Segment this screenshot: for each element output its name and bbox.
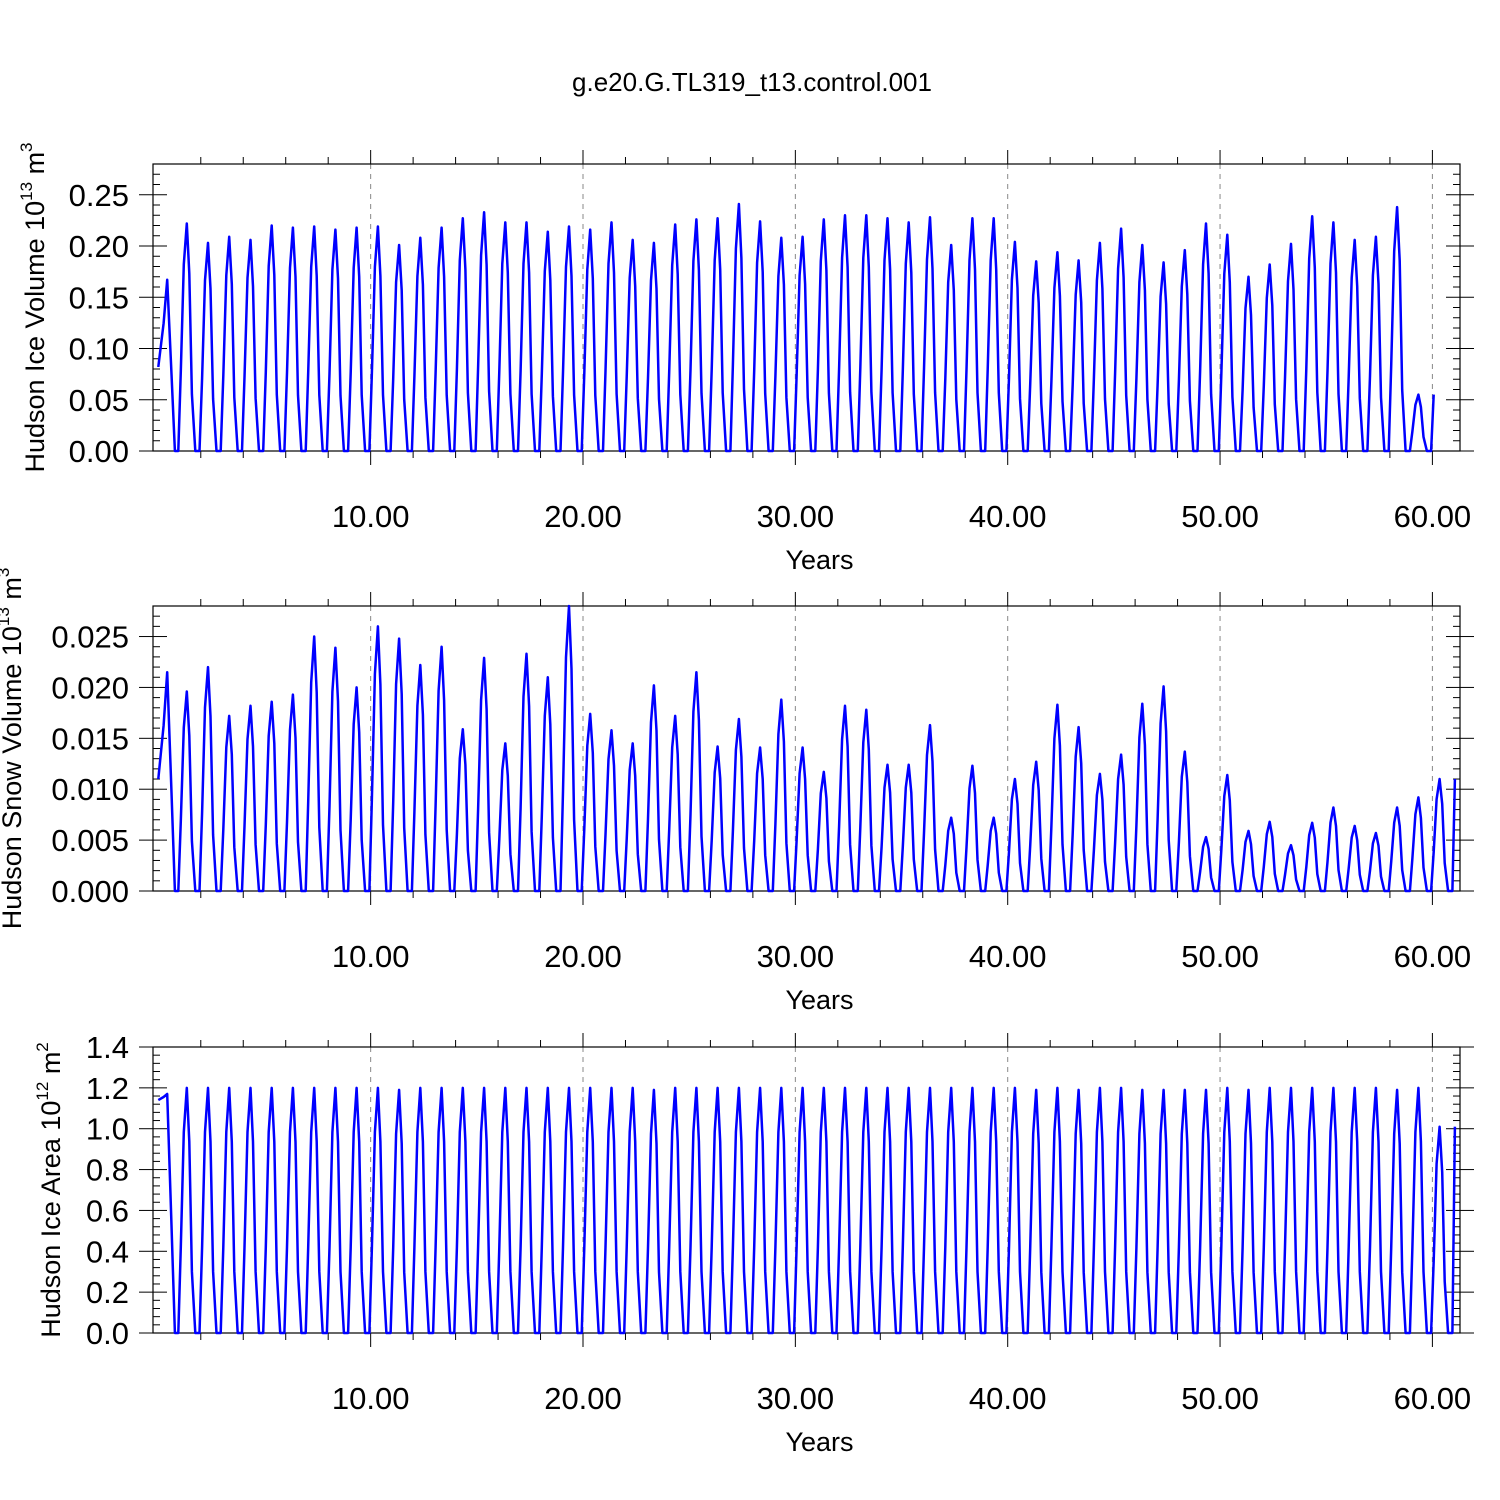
x-tick-label: 50.00 [1181, 939, 1259, 974]
x-tick-label: 40.00 [969, 499, 1047, 534]
y-tick-label: 0.010 [51, 772, 129, 807]
y-tick-label: 0.00 [69, 434, 129, 469]
x-axis-title: Years [785, 985, 853, 1015]
series-line [157, 1086, 1457, 1335]
x-tick-label: 50.00 [1181, 499, 1259, 534]
x-tick-label: 30.00 [757, 939, 835, 974]
plot-frame [152, 1046, 1461, 1334]
x-tick-label: 20.00 [544, 499, 622, 534]
x-tick-label: 30.00 [757, 499, 835, 534]
y-tick-label: 0.20 [69, 229, 129, 264]
panels-group: 0.00 0.05 0.10 0.15 0.20 0.25 10.00 20.00 30.00 4… [0, 142, 1474, 1457]
y-axis-title: Hudson Ice Area 1012 m2 [33, 1042, 66, 1338]
x-tick-label: 60.00 [1394, 1381, 1472, 1416]
y-tick-label: 0.25 [69, 178, 129, 213]
x-tick-label: 30.00 [757, 1381, 835, 1416]
y-tick-label: 0.015 [51, 721, 129, 756]
y-tick-label: 0.005 [51, 823, 129, 858]
y-tick-label: 0.020 [51, 670, 129, 705]
x-tick-label: 60.00 [1394, 499, 1472, 534]
x-tick-label: 60.00 [1394, 939, 1472, 974]
y-tick-label: 0.6 [86, 1193, 129, 1228]
x-axis-title: Years [785, 545, 853, 575]
chart-title: g.e20.G.TL319_t13.control.001 [572, 67, 932, 97]
y-tick-label: 0.4 [86, 1234, 129, 1269]
y-tick-label: 0.8 [86, 1153, 129, 1188]
x-tick-label: 10.00 [332, 499, 410, 534]
x-axis-title: Years [785, 1427, 853, 1457]
y-tick-label: 0.2 [86, 1275, 129, 1310]
y-tick-label: 0.000 [51, 874, 129, 909]
y-tick-label: 1.0 [86, 1112, 129, 1147]
x-tick-label: 20.00 [544, 1381, 622, 1416]
y-axis-title: Hudson Ice Volume 1013 m3 [17, 142, 50, 472]
y-tick-label: 0.0 [86, 1316, 129, 1351]
y-tick-label: 1.2 [86, 1071, 129, 1106]
x-tick-label: 20.00 [544, 939, 622, 974]
x-tick-label: 40.00 [969, 939, 1047, 974]
y-tick-label: 0.025 [51, 620, 129, 655]
panel-2: 0.000 0.005 0.010 0.015 0.020 0.025 10.00 20.00… [0, 568, 1474, 1015]
panel-1: 0.00 0.05 0.10 0.15 0.20 0.25 10.00 20.00 30.00 4… [17, 142, 1474, 575]
x-tick-label: 10.00 [332, 1381, 410, 1416]
x-tick-label: 10.00 [332, 939, 410, 974]
y-tick-label: 0.05 [69, 383, 129, 418]
panel-3: 0.0 0.2 0.4 0.6 0.8 1.0 1.2 1.4 10.00 20.00 30.00 4… [33, 1030, 1474, 1457]
y-axis-title: Hudson Snow Volume 1013 m3 [0, 568, 27, 930]
series-line [157, 202, 1435, 453]
x-tick-label: 50.00 [1181, 1381, 1259, 1416]
x-tick-label: 40.00 [969, 1381, 1047, 1416]
y-tick-label: 0.10 [69, 332, 129, 367]
y-tick-label: 0.15 [69, 280, 129, 315]
y-tick-label: 1.4 [86, 1030, 129, 1065]
series-line [157, 604, 1457, 893]
